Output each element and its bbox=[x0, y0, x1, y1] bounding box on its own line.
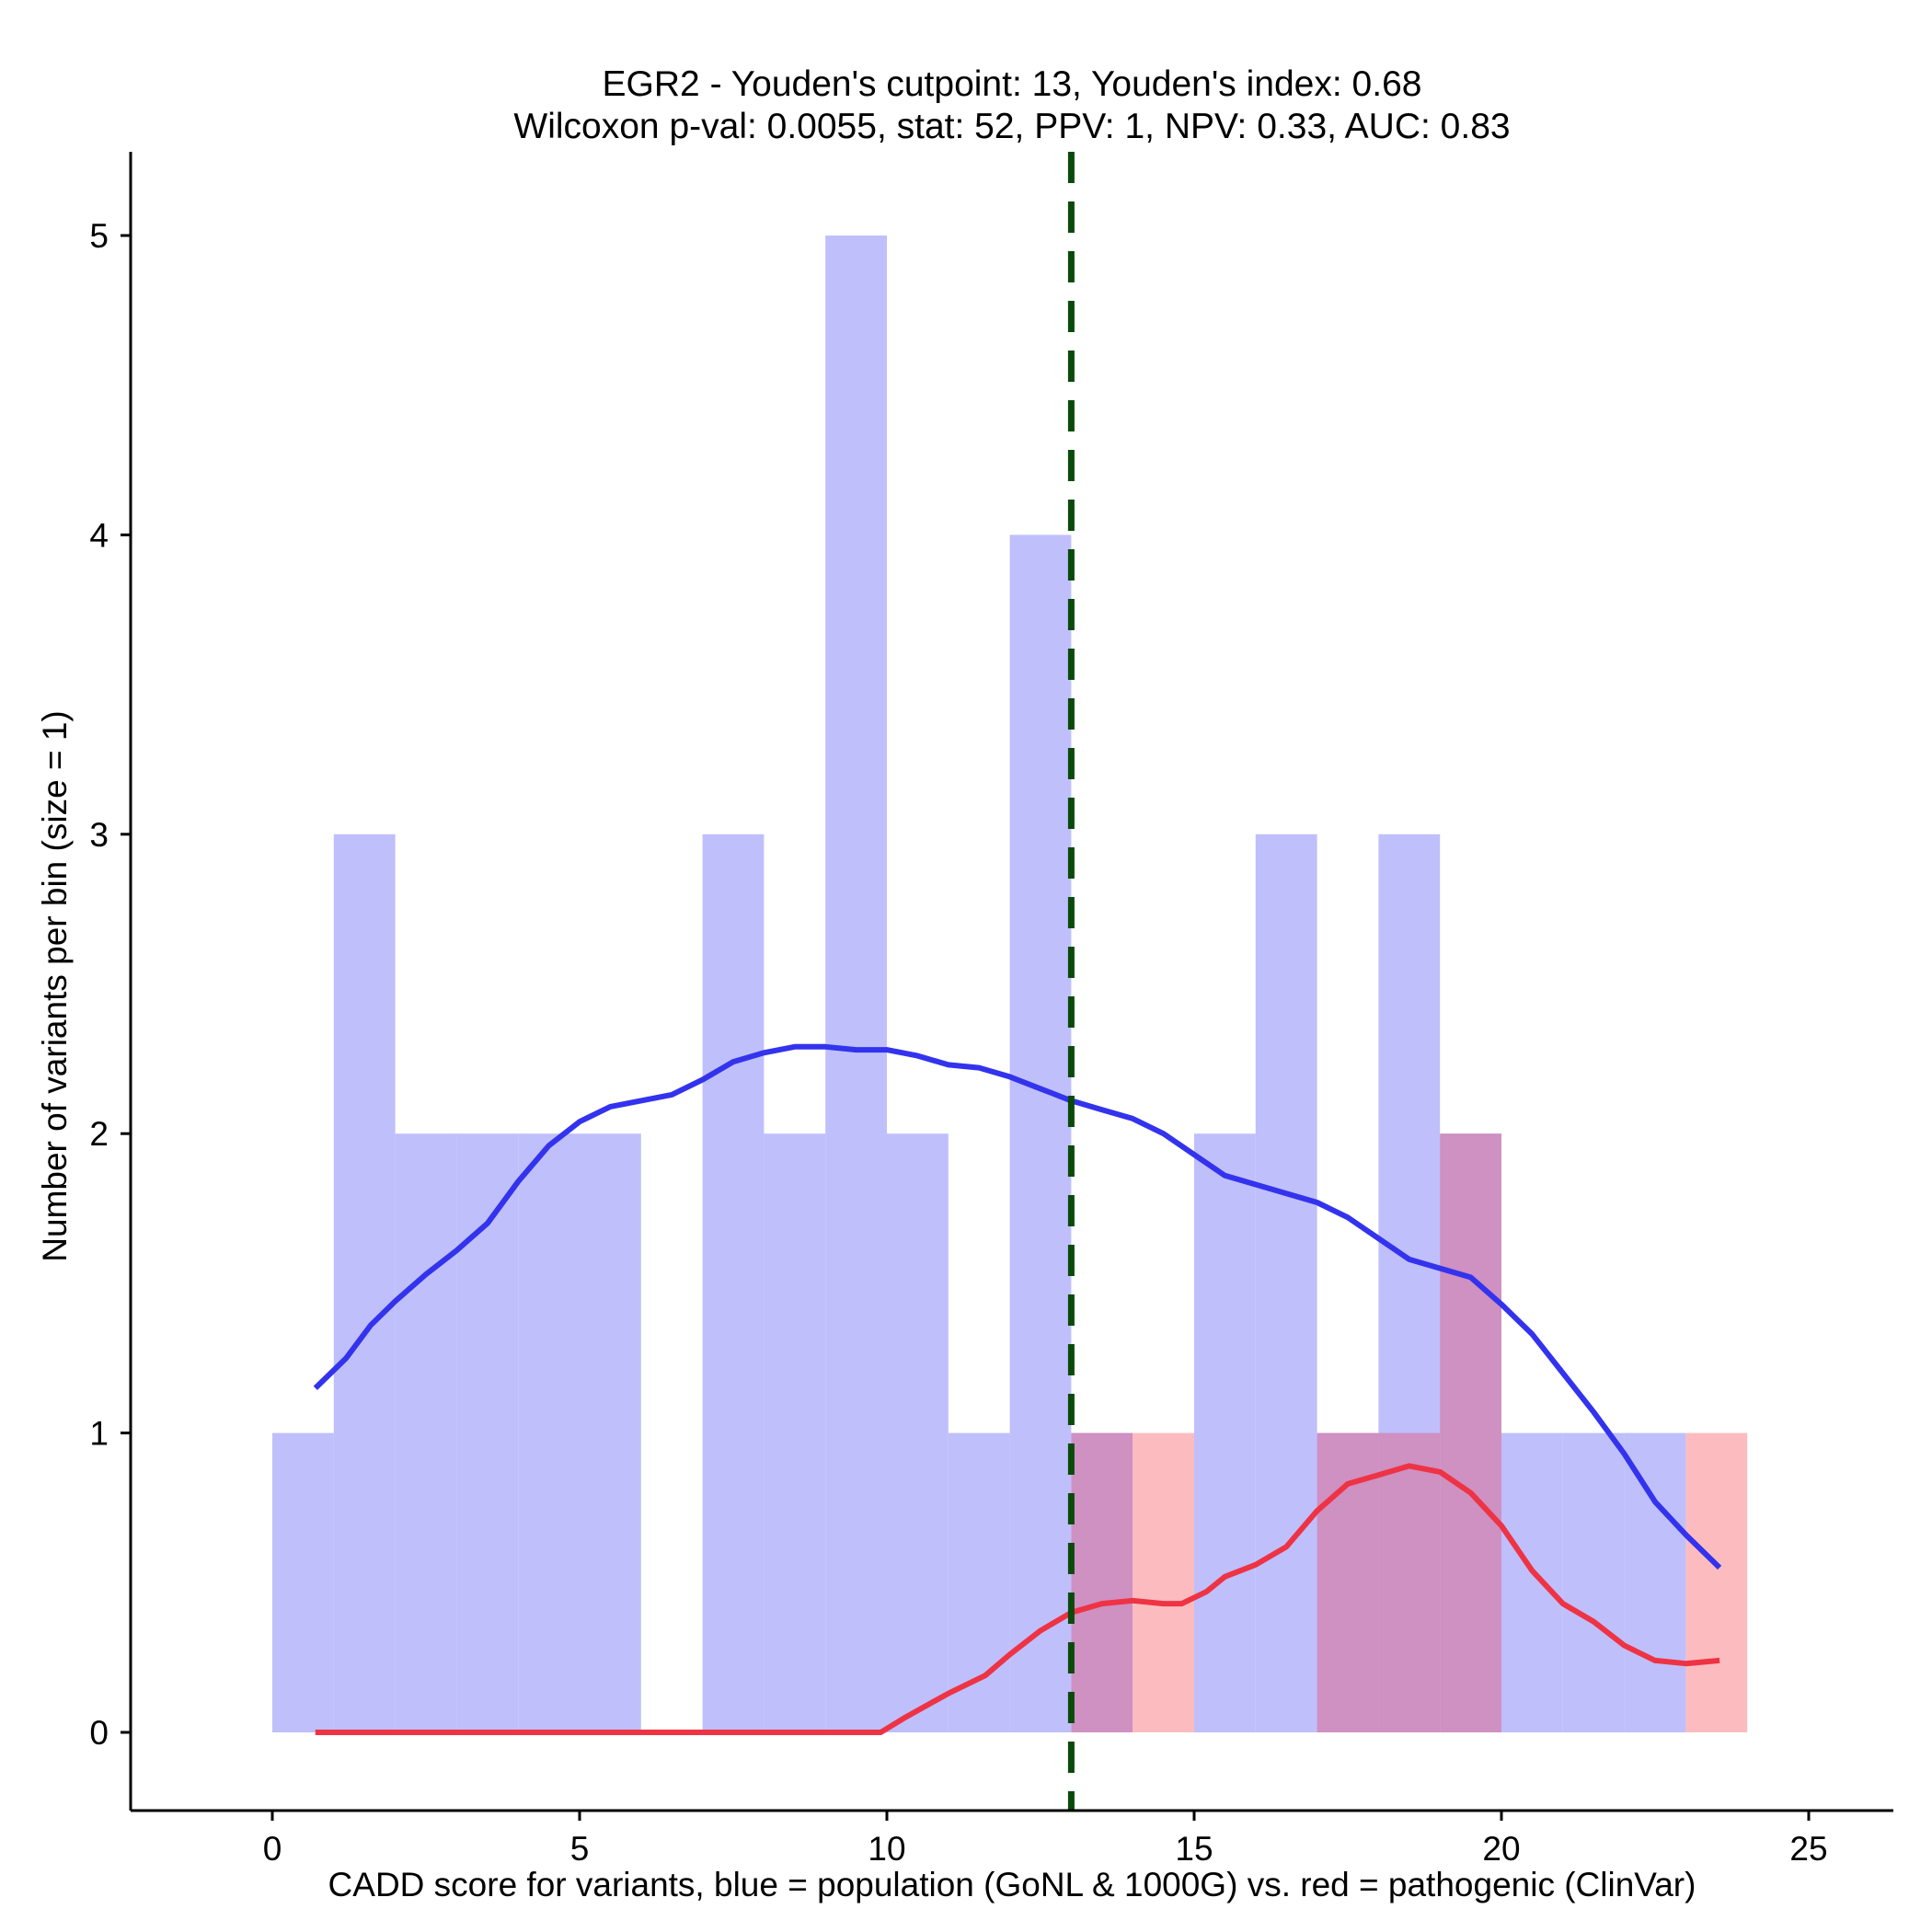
population-density-line bbox=[313, 1043, 1722, 1570]
x-ticks: 0 5 10 15 20 25 bbox=[263, 1811, 1828, 1868]
axes bbox=[129, 152, 1893, 1812]
y-tick-label: 5 bbox=[89, 217, 109, 255]
overlap-bar bbox=[1378, 1432, 1441, 1732]
population-bar bbox=[887, 1133, 949, 1732]
pathogenic-density-line bbox=[315, 1463, 1720, 1735]
population-bar bbox=[333, 834, 396, 1732]
y-axis-label: Number of variants per bin (size = 1) bbox=[36, 710, 74, 1261]
y-tick-label: 1 bbox=[89, 1415, 109, 1453]
y-tick-label: 0 bbox=[89, 1714, 109, 1752]
population-bar bbox=[580, 1133, 641, 1732]
population-bar bbox=[1562, 1432, 1625, 1732]
population-bar bbox=[1501, 1432, 1563, 1732]
population-bar bbox=[702, 834, 765, 1732]
pathogenic-bar bbox=[1133, 1432, 1194, 1732]
pathogenic-bar bbox=[1685, 1432, 1748, 1732]
population-bar bbox=[1009, 535, 1072, 1732]
population-bar bbox=[395, 1133, 457, 1732]
population-bar bbox=[825, 236, 887, 1732]
population-bar bbox=[272, 1432, 334, 1732]
x-tick-label: 15 bbox=[1175, 1830, 1213, 1868]
population-bar bbox=[1194, 1133, 1256, 1732]
density-lines bbox=[313, 1043, 1722, 1735]
population-bar bbox=[1255, 834, 1317, 1732]
x-tick-label: 10 bbox=[868, 1830, 905, 1868]
x-tick-label: 25 bbox=[1789, 1830, 1827, 1868]
population-bar bbox=[456, 1133, 519, 1732]
overlap-bar bbox=[1440, 1133, 1501, 1732]
population-bar bbox=[518, 1133, 580, 1732]
population-bar bbox=[764, 1133, 826, 1732]
chart-subtitle: Wilcoxon p-val: 0.0055, stat: 52, PPV: 1… bbox=[513, 107, 1510, 146]
chart-title: EGR2 - Youden's cutpoint: 13, Youden's i… bbox=[603, 64, 1422, 104]
y-tick-label: 4 bbox=[89, 516, 109, 554]
x-tick-label: 5 bbox=[570, 1830, 590, 1868]
x-tick-label: 0 bbox=[263, 1830, 282, 1868]
x-tick-label: 20 bbox=[1482, 1830, 1520, 1868]
population-bar bbox=[1624, 1432, 1686, 1732]
x-axis-label: CADD score for variants, blue = populati… bbox=[328, 1866, 1696, 1903]
y-tick-label: 3 bbox=[89, 816, 109, 854]
y-ticks: 0 1 2 3 4 5 bbox=[89, 217, 131, 1752]
population-bar bbox=[948, 1432, 1010, 1732]
y-tick-label: 2 bbox=[89, 1115, 109, 1153]
overlap-bar bbox=[1071, 1432, 1133, 1732]
histogram-bars bbox=[272, 236, 1748, 1732]
